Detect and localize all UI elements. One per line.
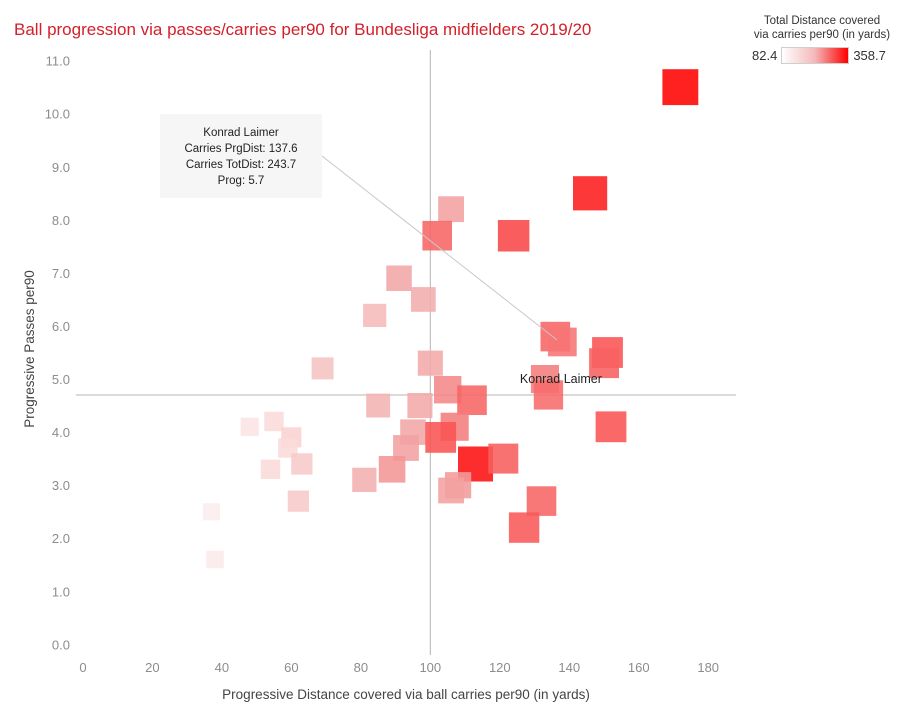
x-tick-label: 100 — [419, 660, 441, 675]
x-tick-label: 60 — [284, 660, 298, 675]
data-point-40[interactable] — [202, 503, 220, 521]
data-point-1[interactable] — [662, 69, 699, 106]
annotations: Konrad Laimer Carries PrgDist: 137.6 Carri… — [160, 114, 602, 386]
data-point-38[interactable] — [526, 486, 557, 516]
tooltip-connector — [321, 155, 558, 341]
data-point-33[interactable] — [378, 456, 406, 483]
data-point-2[interactable] — [573, 176, 608, 211]
legend-row: 82.4 358.7 — [752, 47, 892, 64]
data-point-35[interactable] — [352, 467, 377, 492]
tooltip-box — [160, 114, 322, 198]
legend-title-line1: Total Distance covered — [763, 15, 881, 27]
y-tick-label: 6.0 — [52, 319, 70, 334]
x-tick-label: 140 — [558, 660, 580, 675]
data-point-42[interactable] — [206, 550, 224, 569]
x-tick-label: 80 — [354, 660, 368, 675]
data-point-14[interactable] — [311, 357, 334, 380]
legend-gradient-bar — [781, 47, 850, 64]
data-point-17[interactable] — [533, 380, 564, 410]
y-tick-label: 1.0 — [52, 584, 70, 599]
legend-min-label: 82.4 — [752, 48, 778, 63]
data-point-34[interactable] — [260, 459, 281, 479]
tooltip-line-3: Carries TotDist: 243.7 — [186, 159, 296, 171]
x-axis-title: Progressive Distance covered via ball ca… — [222, 687, 590, 702]
y-tick-label: 0.0 — [52, 637, 70, 652]
data-point-30[interactable] — [291, 453, 313, 475]
data-point-8[interactable] — [363, 303, 387, 327]
data-point-37[interactable] — [438, 477, 464, 504]
y-tick-label: 5.0 — [52, 372, 70, 387]
data-point-20[interactable] — [407, 393, 433, 419]
tooltip-line-4: Prog: 5.7 — [218, 175, 265, 187]
tooltip-line-2: Carries PrgDist: 137.6 — [184, 143, 297, 155]
y-tick-label: 4.0 — [52, 425, 70, 440]
mark-label-konrad-laimer: Konrad Laimer — [520, 372, 602, 386]
y-tick-label: 9.0 — [52, 160, 70, 175]
data-point-32[interactable] — [488, 443, 519, 474]
data-point-39[interactable] — [287, 490, 309, 512]
data-point-21[interactable] — [595, 411, 627, 443]
x-tick-label: 160 — [628, 660, 650, 675]
data-point-16[interactable] — [434, 376, 462, 404]
data-point-28[interactable] — [278, 438, 298, 458]
x-tick-label: 20 — [145, 660, 159, 675]
chart-title: Ball progression via passes/carries per9… — [14, 20, 592, 39]
data-point-26[interactable] — [264, 411, 284, 432]
x-tick-label: 180 — [697, 660, 719, 675]
y-tick-label: 2.0 — [52, 531, 70, 546]
y-tick-label: 11.0 — [46, 54, 70, 69]
x-tick-label: 0 — [79, 660, 86, 675]
x-tick-label: 40 — [215, 660, 229, 675]
data-point-18[interactable] — [457, 385, 487, 415]
x-tick-label: 120 — [489, 660, 511, 675]
data-point-13[interactable] — [417, 350, 443, 376]
data-point-12[interactable] — [589, 348, 619, 379]
data-point-7[interactable] — [411, 287, 436, 312]
tooltip-line-1: Konrad Laimer — [203, 127, 279, 139]
data-point-41[interactable] — [508, 512, 540, 543]
axis-ticks: 0 20 40 60 80 100 120 140 160 180 0.0 1.0 2.0 3.0 4.0 5… — [45, 54, 719, 675]
color-legend: Total Distance covered via carries per90… — [752, 14, 892, 64]
y-axis-title: Progressive Passes per90 — [22, 270, 37, 428]
data-point-6[interactable] — [386, 265, 412, 292]
data-marks — [202, 69, 699, 569]
y-tick-label: 8.0 — [52, 213, 70, 228]
data-point-19[interactable] — [366, 393, 391, 418]
y-tick-label: 7.0 — [52, 266, 70, 281]
data-point-24[interactable] — [425, 422, 457, 453]
legend-title: Total Distance covered via carries per90… — [752, 14, 892, 42]
legend-max-label: 358.7 — [853, 48, 886, 63]
data-point-4[interactable] — [438, 196, 464, 223]
legend-title-line2: via carries per90 (in yards) — [753, 29, 891, 41]
data-point-10[interactable] — [548, 327, 577, 357]
data-point-25[interactable] — [240, 417, 259, 436]
y-tick-label: 3.0 — [52, 478, 70, 493]
y-tick-label: 10.0 — [45, 107, 70, 122]
data-point-3[interactable] — [497, 220, 530, 252]
